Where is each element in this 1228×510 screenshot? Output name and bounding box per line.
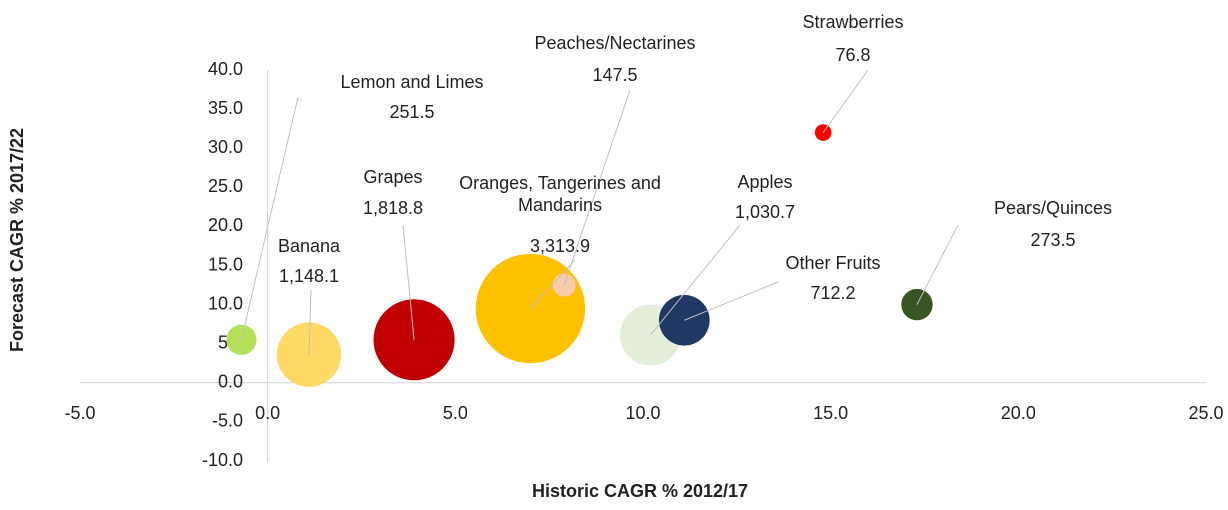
bubble-name: Other Fruits bbox=[785, 253, 881, 273]
bubble-value-label: 273.5 bbox=[1030, 230, 1076, 250]
bubble-name: Grapes bbox=[363, 167, 423, 187]
bubble-value-label: 3,313.9 bbox=[529, 236, 591, 256]
y-tick-label: 25.0 bbox=[208, 176, 243, 196]
x-tick-label: 20.0 bbox=[1001, 403, 1036, 423]
bubble-name: Banana bbox=[277, 236, 341, 256]
x-axis-title: Historic CAGR % 2012/17 bbox=[532, 481, 748, 501]
bubble-value-label: 251.5 bbox=[389, 102, 435, 122]
bubble-value-label: 1,148.1 bbox=[278, 266, 340, 286]
x-tick-label: 0.0 bbox=[255, 403, 280, 423]
y-tick-label: 40.0 bbox=[208, 59, 243, 79]
x-tick-label: 25.0 bbox=[1188, 403, 1223, 423]
leader-line bbox=[684, 281, 779, 321]
leader-line bbox=[650, 224, 741, 336]
leader-line bbox=[563, 89, 631, 286]
y-tick-label: 20.0 bbox=[208, 215, 243, 235]
bubble bbox=[373, 299, 455, 381]
bubble-value-label: 1,818.8 bbox=[362, 198, 424, 218]
bubble-value-label: 147.5 bbox=[592, 65, 638, 85]
y-axis-title: Forecast CAGR % 2017/22 bbox=[7, 128, 27, 352]
bubble-value-label: 76.8 bbox=[835, 45, 871, 65]
x-tick-label: 5.0 bbox=[443, 403, 468, 423]
leader-line bbox=[916, 224, 959, 305]
bubble-name: Lemon and Limes bbox=[340, 72, 484, 92]
leader-line bbox=[402, 224, 415, 340]
y-tick-label: 35.0 bbox=[208, 98, 243, 118]
bubble-name: Pears/Quinces bbox=[993, 198, 1113, 218]
bubble-name: Strawberries bbox=[802, 12, 904, 32]
y-tick-label: 10.0 bbox=[208, 293, 243, 313]
y-tick-label: 15.0 bbox=[208, 254, 243, 274]
leader-line bbox=[240, 96, 299, 340]
x-tick-label: 15.0 bbox=[813, 403, 848, 423]
x-tick-label: 10.0 bbox=[625, 403, 660, 423]
bubble-name: Apples bbox=[737, 172, 793, 192]
y-tick-label: 30.0 bbox=[208, 137, 243, 157]
x-tick-label: -5.0 bbox=[64, 403, 95, 423]
bubble-value-label: 1,030.7 bbox=[734, 202, 796, 222]
y-tick-label: 0.0 bbox=[218, 372, 243, 392]
leader-line bbox=[530, 259, 576, 309]
leader-line bbox=[822, 69, 869, 133]
leader-line bbox=[308, 289, 312, 355]
bubble-name: Peaches/Nectarines bbox=[534, 33, 696, 53]
y-tick-label: -10.0 bbox=[202, 450, 243, 470]
y-tick-label: -5.0 bbox=[212, 411, 243, 431]
bubble-value-label: 712.2 bbox=[810, 283, 856, 303]
bubble-name: Oranges, Tangerines and Mandarins bbox=[459, 173, 661, 215]
bubble bbox=[276, 322, 342, 387]
